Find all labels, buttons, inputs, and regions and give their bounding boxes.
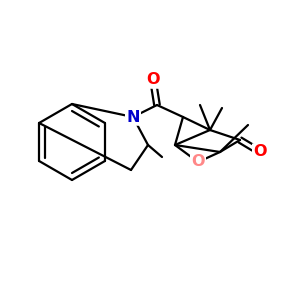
Text: O: O [191, 154, 205, 169]
Text: O: O [253, 145, 267, 160]
Text: O: O [146, 73, 160, 88]
Text: N: N [126, 110, 140, 124]
